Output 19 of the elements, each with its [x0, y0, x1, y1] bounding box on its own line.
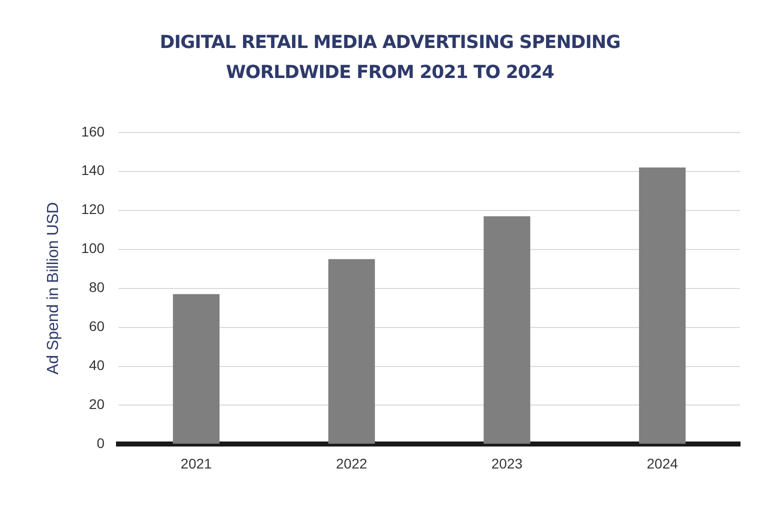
x-tick-label: 2022	[336, 455, 368, 472]
bar	[172, 294, 220, 444]
y-tick-label: 120	[81, 201, 105, 218]
chart-title: DIGITAL RETAIL MEDIA ADVERTISING SPENDING WORLDWIDE FROM 2021 TO 2024	[158, 31, 622, 85]
bar	[484, 216, 530, 444]
y-tick-label: 140	[81, 162, 105, 178]
x-tick-label: 2024	[646, 455, 678, 472]
y-tick-label: 20	[88, 396, 105, 412]
y-tick-label: 40	[88, 357, 105, 374]
y-tick-label: 60	[88, 318, 105, 334]
y-tick-label: 0	[96, 435, 105, 452]
x-tick-label: 2021	[180, 455, 212, 472]
y-tick-label: 160	[81, 123, 105, 140]
bar	[639, 167, 686, 444]
y-tick-label: 80	[88, 279, 105, 296]
x-tick-label: 2023	[491, 455, 523, 472]
bar	[328, 259, 375, 444]
y-tick-label: 100	[81, 240, 105, 256]
y-axis-title: Ad Spend in Billion USD	[45, 202, 62, 375]
